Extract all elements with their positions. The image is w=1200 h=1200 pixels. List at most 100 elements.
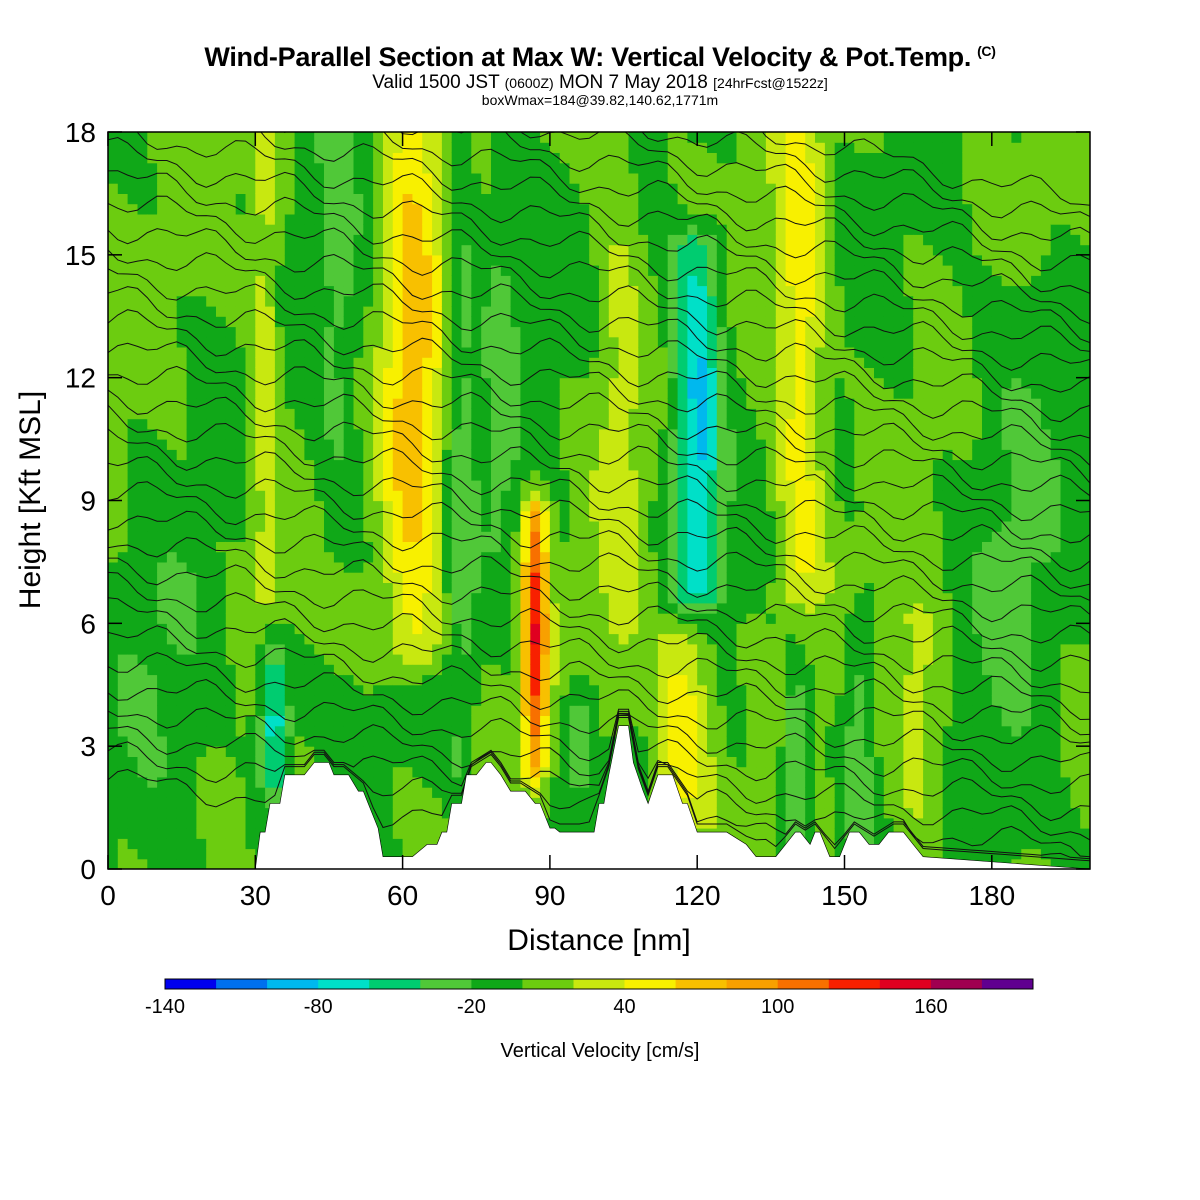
field-cell	[166, 817, 178, 829]
field-cell	[314, 387, 325, 399]
field-cell	[373, 295, 384, 307]
field-cell	[255, 480, 266, 491]
field-cell	[471, 684, 482, 696]
field-cell	[481, 469, 492, 481]
field-cell	[196, 152, 207, 164]
field-cell	[147, 705, 158, 716]
field-cell	[108, 428, 119, 440]
field-cell	[736, 336, 747, 348]
field-cell	[432, 510, 443, 522]
field-cell	[657, 193, 669, 205]
field-cell	[461, 357, 472, 368]
field-cell	[265, 787, 276, 798]
field-cell	[707, 684, 718, 696]
field-cell	[628, 705, 639, 716]
field-cell	[648, 418, 659, 430]
field-cell	[147, 602, 158, 614]
field-cell	[274, 541, 286, 553]
field-cell	[461, 459, 472, 471]
field-cell	[108, 735, 119, 747]
field-cell	[304, 500, 315, 512]
field-cell	[510, 213, 521, 225]
field-cell	[491, 275, 502, 287]
field-cell	[294, 224, 305, 235]
field-cell	[324, 592, 335, 604]
field-cell	[225, 142, 237, 153]
field-cell	[589, 480, 600, 491]
field-cell	[589, 531, 600, 542]
field-cell	[235, 295, 247, 307]
field-cell	[628, 193, 639, 205]
field-cell	[589, 132, 600, 143]
field-cell	[736, 439, 747, 450]
field-cell	[618, 398, 629, 409]
field-cell	[422, 183, 433, 194]
field-cell	[147, 132, 158, 143]
field-cell	[216, 162, 227, 174]
field-cell	[343, 725, 355, 737]
field-cell	[520, 572, 531, 583]
field-cell	[726, 306, 738, 317]
field-cell	[491, 367, 502, 379]
field-cell	[294, 643, 305, 655]
field-cell	[255, 132, 266, 143]
field-cell	[432, 602, 443, 614]
field-cell	[235, 572, 247, 583]
field-cell	[520, 326, 531, 338]
field-cell	[608, 326, 620, 338]
field-cell	[756, 439, 767, 450]
field-cell	[392, 213, 404, 225]
field-cell	[677, 510, 688, 522]
field-cell	[108, 326, 119, 338]
field-cell	[186, 858, 197, 869]
field-cell	[756, 572, 767, 583]
field-cell	[432, 500, 443, 512]
field-cell	[510, 521, 521, 532]
field-cell	[579, 766, 590, 778]
field-cell	[775, 142, 787, 153]
field-cell	[618, 172, 629, 184]
field-cell	[245, 746, 256, 757]
field-cell	[108, 449, 119, 461]
field-cell	[245, 428, 256, 440]
field-cell	[343, 623, 355, 635]
field-cell	[412, 684, 423, 696]
field-cell	[108, 152, 119, 164]
field-cell	[520, 551, 531, 563]
field-cell	[186, 807, 197, 819]
field-cell	[549, 664, 561, 676]
field-cell	[510, 172, 521, 184]
field-cell	[756, 695, 767, 706]
field-cell	[235, 316, 247, 328]
field-cell	[265, 602, 276, 614]
field-cell	[775, 172, 787, 184]
field-cell	[599, 531, 610, 542]
field-cell	[481, 705, 492, 716]
field-cell	[775, 715, 787, 727]
field-cell	[147, 654, 158, 665]
field-cell	[206, 735, 217, 747]
field-cell	[137, 213, 148, 225]
field-cell	[216, 449, 227, 461]
field-cell	[736, 275, 747, 287]
field-cell	[500, 275, 512, 287]
field-cell	[147, 807, 158, 819]
field-cell	[687, 306, 698, 317]
field-cell	[265, 797, 276, 809]
field-cell	[206, 418, 217, 430]
field-cell	[697, 162, 708, 174]
field-cell	[726, 316, 738, 328]
field-cell	[196, 602, 207, 614]
field-cell	[540, 469, 551, 481]
field-cell	[383, 510, 394, 522]
field-cell	[245, 439, 256, 450]
field-cell	[451, 357, 463, 368]
field-cell	[451, 592, 463, 604]
field-cell	[274, 551, 286, 563]
field-cell	[638, 316, 649, 328]
field-cell	[667, 387, 679, 399]
field-cell	[196, 797, 207, 809]
field-cell	[569, 367, 580, 379]
field-cell	[402, 326, 413, 338]
field-cell	[726, 633, 738, 645]
